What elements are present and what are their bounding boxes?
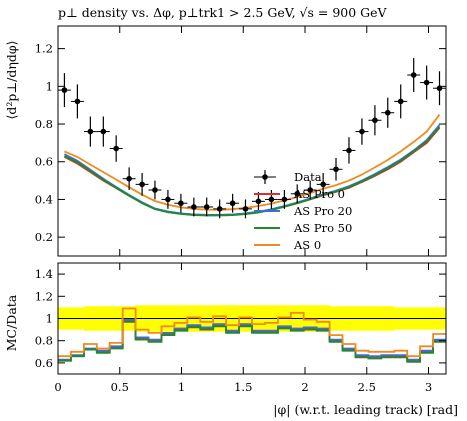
legend: Data AS Pro 0 AS Pro 20 AS Pro 50 AS 0 (254, 170, 352, 252)
y-tick-label: 1 (46, 312, 53, 326)
data-point (100, 128, 107, 135)
legend-label: Data (294, 170, 322, 184)
data-point (281, 196, 288, 203)
legend-marker-data (262, 174, 268, 180)
y-tick-label: 1 (46, 79, 53, 93)
y-tick-label: 0.8 (35, 117, 53, 131)
x-tick-label: 2.5 (358, 380, 376, 394)
data-point (242, 206, 249, 212)
data-point (191, 204, 197, 210)
data-point (307, 187, 313, 193)
data-point (410, 72, 417, 78)
series-line-as-0 (64, 114, 441, 211)
data-point (372, 117, 378, 124)
data-point (320, 181, 326, 188)
data-point (113, 145, 119, 152)
data-point (397, 98, 404, 105)
series-line-as-pro-50 (64, 126, 441, 217)
x-tick-label: 3 (425, 380, 432, 394)
data-point (216, 206, 223, 212)
y-tick-label: 0.6 (35, 356, 53, 370)
x-axis-label: |φ| (w.r.t. leading track) [rad] (273, 402, 458, 417)
upper-plot-frame (57, 25, 447, 257)
data-point (229, 200, 236, 207)
data-point (87, 128, 94, 135)
legend-label: AS Pro 0 (293, 187, 345, 201)
data-point (74, 98, 81, 105)
lower-panel: 0.6 0.8 1 1.2 1.4 0 0.5 1 1.5 2 2.5 3 (35, 262, 447, 394)
data-point (178, 200, 184, 207)
data-point (268, 196, 275, 203)
upper-y-axis-label: ⟨d²p⊥/dηdφ⟩ (4, 41, 19, 120)
data-point (294, 190, 301, 197)
y-tick-label: 1.4 (35, 267, 53, 281)
legend-label: AS Pro 20 (293, 204, 352, 218)
data-point (139, 181, 145, 188)
legend-label: AS 0 (293, 238, 321, 252)
x-tick-label: 2 (301, 380, 308, 394)
upper-panel: 0.2 0.4 0.6 0.8 1 1.2 (35, 25, 447, 257)
data-point (61, 87, 68, 93)
lower-y-axis-label: MC/Data (4, 294, 19, 351)
x-tick-label: 1.5 (234, 380, 252, 394)
data-point (384, 109, 391, 116)
data-point (126, 175, 132, 182)
legend-label: AS Pro 50 (293, 221, 352, 235)
data-point (165, 196, 171, 203)
data-point (255, 198, 262, 205)
y-tick-label: 1.2 (35, 289, 53, 303)
data-point (333, 166, 339, 173)
data-point (152, 187, 158, 193)
data-point (203, 204, 210, 210)
data-point (423, 79, 430, 86)
x-tick-label: 1 (178, 380, 185, 394)
y-tick-label: 0.6 (35, 155, 53, 169)
data-point (359, 128, 365, 135)
y-tick-label: 0.8 (35, 334, 53, 348)
chart-title: p⊥ density vs. Δφ, p⊥trk1 > 2.5 GeV, √s … (58, 5, 388, 20)
y-tick-label: 0.2 (35, 230, 53, 244)
data-point (346, 147, 352, 154)
y-tick-label: 1.2 (35, 42, 53, 56)
x-tick-label: 0 (54, 380, 61, 394)
x-tick-label: 0.5 (111, 380, 129, 394)
data-point (436, 85, 443, 92)
y-tick-label: 0.4 (35, 192, 53, 206)
ratio-line-as-0 (58, 307, 446, 358)
